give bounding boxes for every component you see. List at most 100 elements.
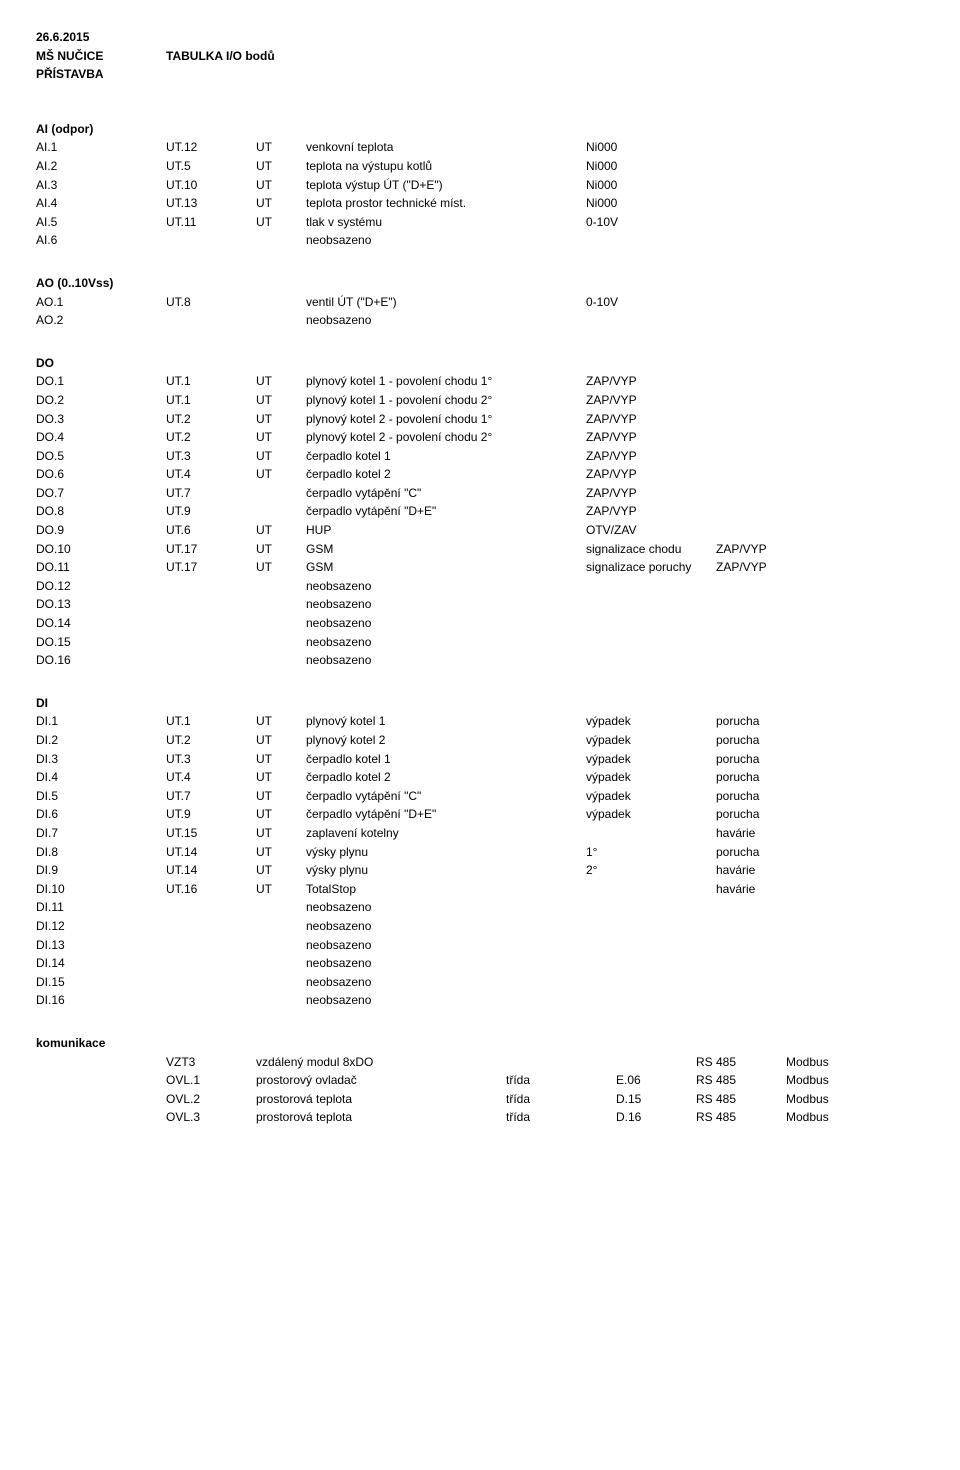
cell-v1 [586, 231, 716, 250]
table-row: DI.13 neobsazeno [36, 936, 924, 955]
cell-v2 [716, 991, 826, 1010]
cell-id: DI.14 [36, 954, 166, 973]
table-row: DI.2 UT.2 UT plynový kotel 2 výpadek por… [36, 731, 924, 750]
cell-v1: ZAP/VYP [586, 502, 716, 521]
cell-id: DO.8 [36, 502, 166, 521]
cell-ref [166, 898, 256, 917]
cell-v1 [586, 991, 716, 1010]
cell-id: DI.13 [36, 936, 166, 955]
table-row: DI.4 UT.4 UT čerpadlo kotel 2 výpadek po… [36, 768, 924, 787]
cell-v1 [586, 614, 716, 633]
cell-id: DO.6 [36, 465, 166, 484]
cell-desc: čerpadlo vytápění "C" [306, 787, 586, 806]
cell-v1: 0-10V [586, 293, 716, 312]
cell-desc: plynový kotel 1 - povolení chodu 1° [306, 372, 586, 391]
cell-ref: UT.10 [166, 176, 256, 195]
cell-desc: čerpadlo kotel 1 [306, 750, 586, 769]
cell-ref [166, 614, 256, 633]
cell-id: DO.10 [36, 540, 166, 559]
cell-desc: neobsazeno [306, 614, 586, 633]
cell-mod: UT [256, 447, 306, 466]
table-row: DI.3 UT.3 UT čerpadlo kotel 1 výpadek po… [36, 750, 924, 769]
cell-v1: ZAP/VYP [586, 484, 716, 503]
cell-v1: 1° [586, 843, 716, 862]
cell-mod: UT [256, 558, 306, 577]
cell-id: AO.2 [36, 311, 166, 330]
cell-desc: HUP [306, 521, 586, 540]
table-row: DO.3 UT.2 UT plynový kotel 2 - povolení … [36, 410, 924, 429]
cell-desc: neobsazeno [306, 595, 586, 614]
table-row: DO.5 UT.3 UT čerpadlo kotel 1 ZAP/VYP [36, 447, 924, 466]
cell-desc: neobsazeno [306, 651, 586, 670]
cell-mod: UT [256, 540, 306, 559]
table-row: DI.10 UT.16 UT TotalStop havárie [36, 880, 924, 899]
table-row: DO.8 UT.9 čerpadlo vytápění "D+E" ZAP/VY… [36, 502, 924, 521]
section-title-kom: komunikace [36, 1034, 924, 1053]
table-row: DI.5 UT.7 UT čerpadlo vytápění "C" výpad… [36, 787, 924, 806]
cell-id: AI.3 [36, 176, 166, 195]
cell-ref [166, 231, 256, 250]
cell-desc: čerpadlo kotel 1 [306, 447, 586, 466]
cell-mod: UT [256, 768, 306, 787]
cell-v2 [716, 484, 826, 503]
table-row: AI.3 UT.10 UT teplota výstup ÚT ("D+E") … [36, 176, 924, 195]
cell-desc: čerpadlo kotel 2 [306, 465, 586, 484]
cell-ref [166, 917, 256, 936]
cell-c3: třída [506, 1108, 616, 1127]
cell-desc: neobsazeno [306, 898, 586, 917]
cell-ref: UT.7 [166, 787, 256, 806]
table-row: DO.16 neobsazeno [36, 651, 924, 670]
cell-mod [256, 633, 306, 652]
cell-desc: teplota výstup ÚT ("D+E") [306, 176, 586, 195]
cell-mod: UT [256, 157, 306, 176]
cell-c6: Modbus [786, 1108, 876, 1127]
cell-desc: teplota prostor technické míst. [306, 194, 586, 213]
cell-v2 [716, 465, 826, 484]
cell-v2: porucha [716, 787, 826, 806]
cell-empty [36, 1090, 166, 1109]
cell-v2: havárie [716, 880, 826, 899]
cell-ref: OVL.3 [166, 1108, 256, 1127]
cell-ref: UT.3 [166, 750, 256, 769]
cell-ref [166, 311, 256, 330]
cell-desc: neobsazeno [306, 973, 586, 992]
table-row: DO.10 UT.17 UT GSM signalizace chodu ZAP… [36, 540, 924, 559]
cell-id: AI.2 [36, 157, 166, 176]
cell-mod: UT [256, 138, 306, 157]
cell-id: AI.5 [36, 213, 166, 232]
cell-mod [256, 651, 306, 670]
cell-v1: výpadek [586, 805, 716, 824]
table-row: DO.12 neobsazeno [36, 577, 924, 596]
cell-ref: UT.14 [166, 843, 256, 862]
cell-ref [166, 651, 256, 670]
cell-desc: neobsazeno [306, 311, 586, 330]
cell-v2 [716, 428, 826, 447]
cell-v1: 2° [586, 861, 716, 880]
cell-v1 [586, 824, 716, 843]
do-rows: DO.1 UT.1 UT plynový kotel 1 - povolení … [36, 372, 924, 670]
cell-mod: UT [256, 805, 306, 824]
table-row: DO.11 UT.17 UT GSM signalizace poruchy Z… [36, 558, 924, 577]
cell-desc: prostorový ovladač [256, 1071, 506, 1090]
cell-desc: TotalStop [306, 880, 586, 899]
cell-c5: RS 485 [696, 1071, 786, 1090]
cell-mod [256, 311, 306, 330]
table-row: DO.4 UT.2 UT plynový kotel 2 - povolení … [36, 428, 924, 447]
cell-desc: tlak v systému [306, 213, 586, 232]
cell-mod: UT [256, 880, 306, 899]
cell-id: DO.14 [36, 614, 166, 633]
cell-mod: UT [256, 465, 306, 484]
cell-desc: plynový kotel 2 - povolení chodu 2° [306, 428, 586, 447]
cell-v2 [716, 898, 826, 917]
cell-ref: UT.1 [166, 391, 256, 410]
cell-v2 [716, 391, 826, 410]
cell-v2: ZAP/VYP [716, 540, 826, 559]
cell-id: DO.13 [36, 595, 166, 614]
cell-desc: neobsazeno [306, 936, 586, 955]
cell-v1: signalizace poruchy [586, 558, 716, 577]
cell-mod: UT [256, 861, 306, 880]
cell-empty [36, 1053, 166, 1072]
cell-v2: porucha [716, 805, 826, 824]
cell-desc: prostorová teplota [256, 1090, 506, 1109]
cell-id: DO.16 [36, 651, 166, 670]
